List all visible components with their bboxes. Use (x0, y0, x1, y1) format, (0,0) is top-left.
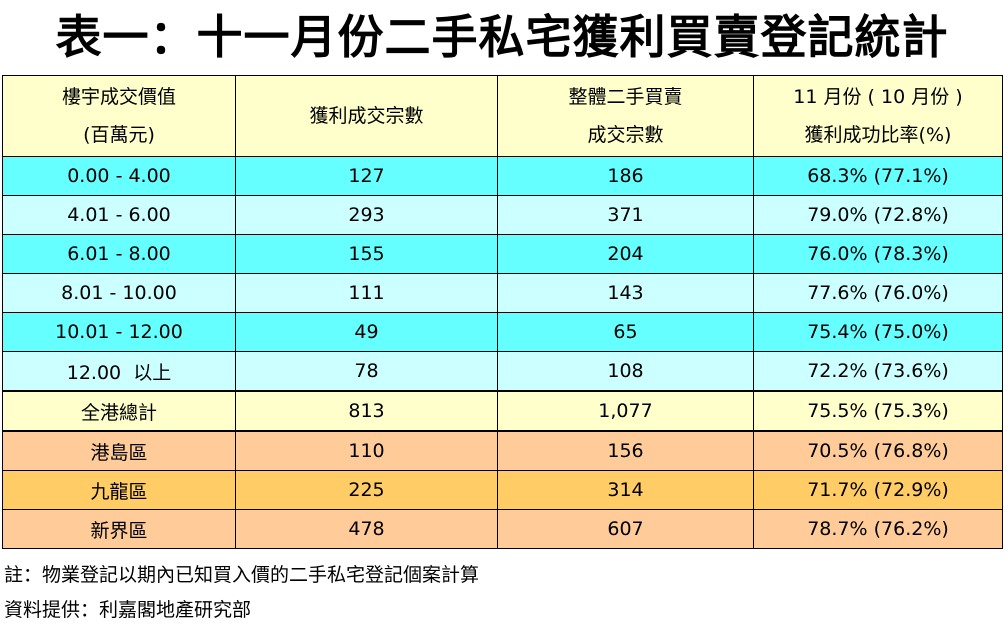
table-row: 6.01 - 8.00 155 204 76.0% (78.3%) (2, 234, 1003, 274)
cell-total-count: 186 (497, 156, 754, 196)
cell-price-range: 4.01 - 6.00 (2, 195, 236, 235)
cell-profit-count: 478 (235, 509, 498, 549)
table-row-total: 全港總計 813 1,077 75.5% (75.3%) (2, 390, 1003, 432)
table-row: 12.00 以上 78 108 72.2% (73.6%) (2, 351, 1003, 392)
cell-profit-count: 155 (235, 234, 498, 274)
cell-profit-ratio: 78.7% (76.2%) (753, 509, 1003, 549)
header-price-range: 樓宇成交價值 (百萬元) (2, 75, 236, 157)
cell-profit-ratio: 68.3% (77.1%) (753, 156, 1003, 196)
header-profit-ratio: 11 月份 ( 10 月份 ) 獲利成功比率(%) (753, 75, 1003, 157)
cell-price-range: 8.01 - 10.00 (2, 273, 236, 313)
table-header-row: 樓宇成交價值 (百萬元) 獲利成交宗數 整體二手買賣 成交宗數 11 月份 ( … (2, 75, 1003, 157)
page-title: 表一：十一月份二手私宅獲利買賣登記統計 (55, 10, 949, 64)
cell-total-count: 204 (497, 234, 754, 274)
cell-total-count: 156 (497, 430, 754, 471)
table-row: 新界區 478 607 78.7% (76.2%) (2, 509, 1003, 549)
cell-profit-count: 293 (235, 195, 498, 235)
cell-profit-count: 49 (235, 312, 498, 352)
cell-price-range: 10.01 - 12.00 (2, 312, 236, 352)
cell-profit-ratio: 70.5% (76.8%) (753, 430, 1003, 471)
table-row: 九龍區 225 314 71.7% (72.9%) (2, 470, 1003, 510)
cell-total-count: 371 (497, 195, 754, 235)
cell-price-range: 0.00 - 4.00 (2, 156, 236, 196)
cell-profit-ratio: 79.0% (72.8%) (753, 195, 1003, 235)
table-row: 港島區 110 156 70.5% (76.8%) (2, 430, 1003, 471)
table-row: 8.01 - 10.00 111 143 77.6% (76.0%) (2, 273, 1003, 313)
cell-profit-ratio: 75.5% (75.3%) (753, 390, 1003, 432)
header-total-count: 整體二手買賣 成交宗數 (497, 75, 754, 157)
header-price-range-line1: 樓宇成交價值 (61, 86, 176, 108)
cell-profit-ratio: 75.4% (75.0%) (753, 312, 1003, 352)
cell-profit-count: 127 (235, 156, 498, 196)
cell-price-range: 12.00 以上 (2, 351, 236, 392)
table-row: 4.01 - 6.00 293 371 79.0% (72.8%) (2, 195, 1003, 235)
header-profit-count: 獲利成交宗數 (235, 75, 498, 157)
statistics-table: 樓宇成交價值 (百萬元) 獲利成交宗數 整體二手買賣 成交宗數 11 月份 ( … (2, 75, 1003, 549)
header-total-count-line2: 成交宗數 (587, 124, 664, 146)
cell-region: 九龍區 (2, 470, 236, 510)
table-row: 10.01 - 12.00 49 65 75.4% (75.0%) (2, 312, 1003, 352)
cell-total-count: 108 (497, 351, 754, 392)
cell-profit-ratio: 72.2% (73.6%) (753, 351, 1003, 392)
cell-total-count: 1,077 (497, 390, 754, 432)
cell-price-range: 6.01 - 8.00 (2, 234, 236, 274)
cell-profit-count: 111 (235, 273, 498, 313)
table-row: 0.00 - 4.00 127 186 68.3% (77.1%) (2, 156, 1003, 196)
header-price-range-line2: (百萬元) (83, 124, 155, 146)
cell-profit-count: 813 (235, 390, 498, 432)
cell-region: 新界區 (2, 509, 236, 549)
cell-profit-ratio: 71.7% (72.9%) (753, 470, 1003, 510)
cell-region: 港島區 (2, 430, 236, 471)
cell-profit-count: 78 (235, 351, 498, 392)
cell-total-count: 314 (497, 470, 754, 510)
header-profit-ratio-line1: 11 月份 ( 10 月份 ) (793, 86, 963, 108)
cell-profit-count: 225 (235, 470, 498, 510)
footnote: 註：物業登記以期內已知買入價的二手私宅登記個案計算 (4, 564, 480, 586)
cell-profit-count: 110 (235, 430, 498, 471)
cell-total-count: 65 (497, 312, 754, 352)
cell-profit-ratio: 76.0% (78.3%) (753, 234, 1003, 274)
cell-total-count: 143 (497, 273, 754, 313)
cell-total-count: 607 (497, 509, 754, 549)
source-credit: 資料提供：利嘉閣地產研究部 (4, 599, 252, 621)
header-total-count-line1: 整體二手買賣 (568, 86, 683, 108)
cell-price-range: 全港總計 (2, 390, 236, 432)
cell-profit-ratio: 77.6% (76.0%) (753, 273, 1003, 313)
header-profit-ratio-line2: 獲利成功比率(%) (804, 124, 952, 146)
